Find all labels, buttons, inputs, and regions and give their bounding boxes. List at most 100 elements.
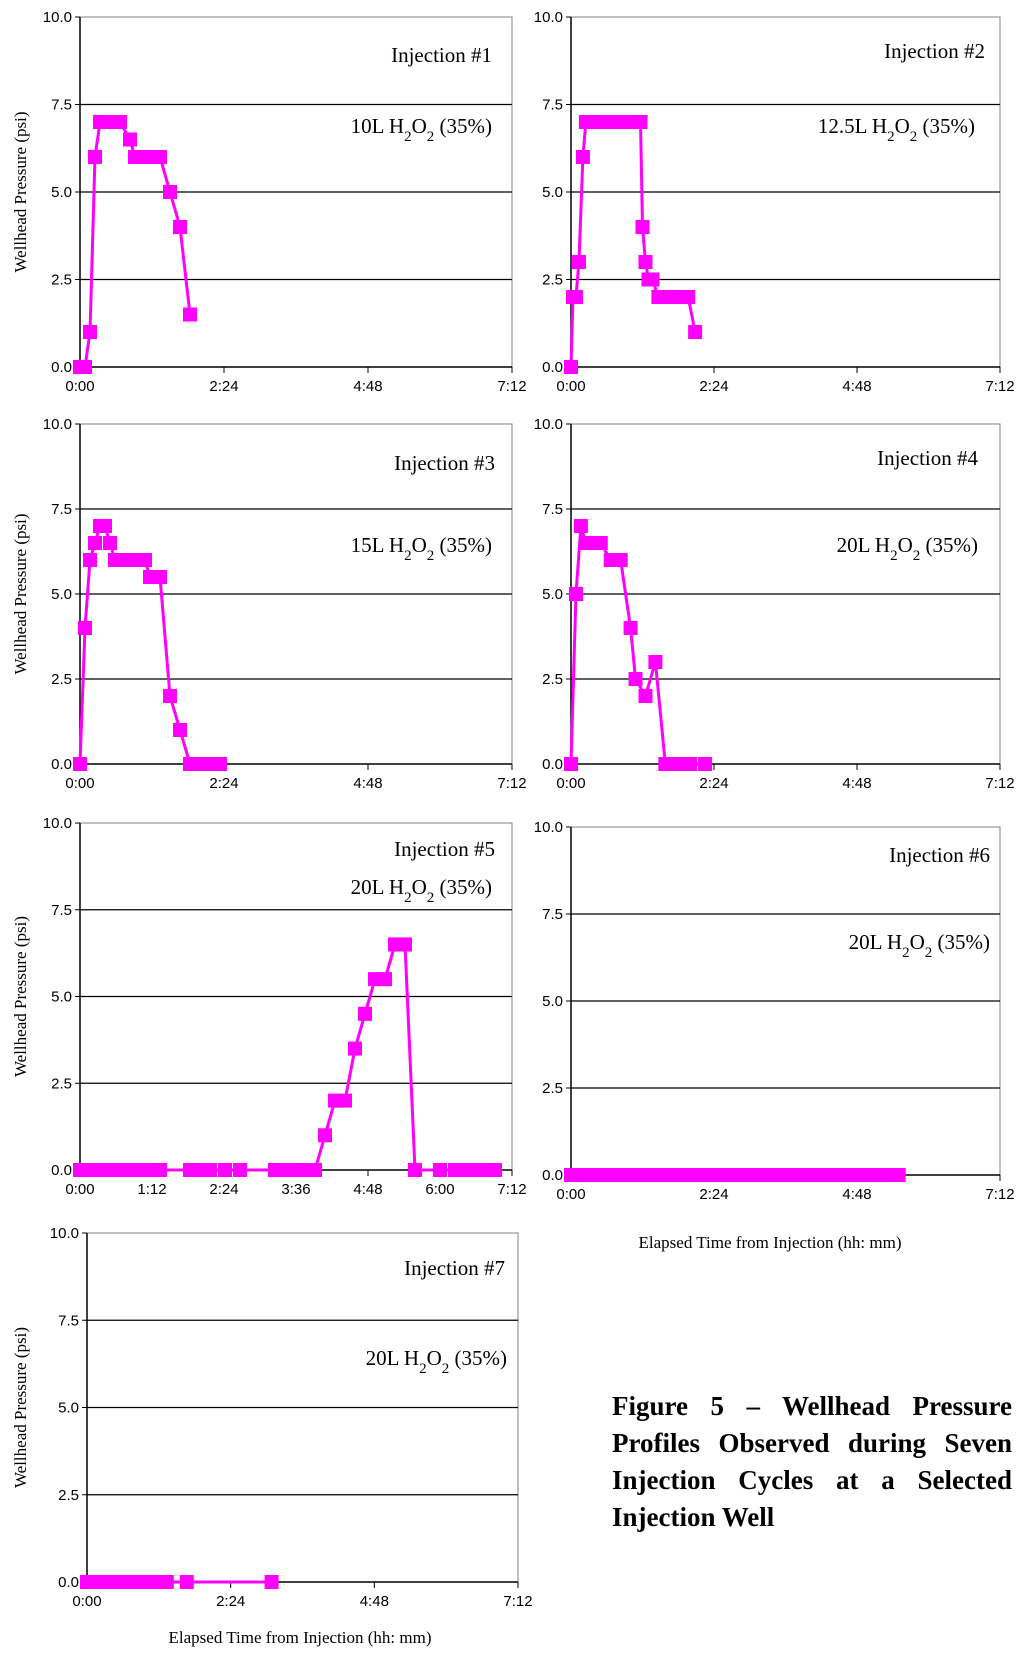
chart-title: Injection #3 [394,451,495,475]
x-tick-label: 4:48 [353,775,382,792]
x-tick-label: 0:00 [65,1181,94,1198]
data-point [83,325,97,339]
x-tick-label: 4:48 [842,775,871,792]
data-point [338,1093,352,1108]
y-tick-label: 5.0 [542,993,563,1010]
data-point [575,150,590,164]
x-tick-label: 2:24 [216,1593,245,1610]
y-tick-label: 2.5 [51,671,72,688]
chart-title: Injection #1 [391,43,492,67]
data-point [378,972,392,987]
data-point [358,1006,372,1021]
x-tick-label: 4:48 [360,1593,389,1610]
y-tick-label: 10.0 [43,815,72,832]
data-point [433,1163,447,1177]
y-tick-label: 5.0 [51,184,72,201]
y-tick-label: 2.5 [542,671,563,688]
y-tick-label: 7.5 [58,1312,79,1329]
chart-injection-1: 0.0 2.5 5.0 7.5 10.0 0:00 2:24 4:48 7:12 Wellhead… [11,9,527,395]
x-tick-label: 0:00 [556,1186,585,1203]
data-point [78,621,92,635]
x-tick-label: 2:24 [209,1181,238,1198]
y-axis-label: Wellhead Pressure (psi) [11,111,30,272]
data-point [113,115,127,129]
data-point [233,1163,247,1177]
x-tick-label: 7:12 [985,1186,1014,1203]
x-tick-label: 0:00 [556,775,585,792]
data-point [88,150,102,164]
y-tick-label: 10.0 [50,1225,79,1242]
data-point [683,757,698,771]
y-tick-label: 5.0 [542,184,563,201]
data-point [635,220,650,234]
x-tick-label: 7:12 [497,1181,526,1198]
chart-injection-7: 0.0 2.5 5.0 7.5 10.0 0:00 2:24 4:48 7:12 Wellhead… [11,1225,533,1610]
x-tick-label: 0:00 [65,378,94,395]
x-tick-label: 0:00 [72,1593,101,1610]
data-point [891,1168,906,1182]
x-tick-label: 2:24 [209,378,238,395]
chart-annotation: 20L H2O2 (35%) [837,533,978,564]
x-tick-label: 4:48 [842,1186,871,1203]
y-tick-label: 7.5 [542,501,563,518]
data-point [98,519,112,533]
data-point [218,1163,232,1177]
data-point [571,255,586,269]
y-tick-label: 2.5 [51,272,72,289]
data-point [73,757,87,771]
data-point [103,536,117,550]
data-point [638,255,653,269]
data-point [318,1128,332,1143]
data-point [153,570,167,584]
y-tick-label: 7.5 [51,902,72,919]
x-tick-label: 1:12 [137,1181,166,1198]
data-point [159,1575,174,1589]
data-point [83,553,97,567]
data-point [568,290,583,304]
data-point [568,587,583,601]
y-tick-label: 10.0 [534,416,563,433]
x-tick-label: 0:00 [556,378,585,395]
y-tick-label: 0.0 [51,756,72,773]
y-axis-label: Wellhead Pressure (psi) [11,513,30,674]
chart-injection-2: 0.0 2.5 5.0 7.5 10.0 0:00 2:24 4:48 7:12 Injectio… [534,9,1015,395]
y-tick-label: 0.0 [542,1167,563,1184]
x-tick-label: 2:24 [699,378,728,395]
data-point [698,757,713,771]
x-tick-label: 2:24 [699,775,728,792]
x-tick-label: 4:48 [842,378,871,395]
y-tick-label: 2.5 [542,1080,563,1097]
chart-annotation: 20L H2O2 (35%) [351,875,492,906]
x-tick-label: 6:00 [425,1181,454,1198]
x-tick-label: 7:12 [503,1593,532,1610]
x-tick-label: 2:24 [699,1186,728,1203]
data-point [123,132,137,147]
y-tick-label: 5.0 [51,586,72,603]
y-tick-label: 5.0 [58,1400,79,1417]
data-point [348,1041,362,1056]
data-point [179,1575,194,1589]
y-tick-label: 7.5 [542,97,563,114]
y-tick-label: 10.0 [43,9,72,26]
data-point [408,1163,422,1177]
y-tick-label: 0.0 [542,359,563,376]
figure-caption: Figure 5 – Wellhead Pressure Profiles Ob… [612,1391,1012,1532]
x-tick-label: 4:48 [353,1181,382,1198]
chart-injection-5: 0.0 2.5 5.0 7.5 10.0 0:00 1:12 2:24 3:36 4:48 6:00… [11,815,527,1198]
chart-title: Injection #7 [404,1256,505,1280]
data-point [163,689,177,703]
chart-annotation: 10L H2O2 (35%) [351,114,492,145]
y-tick-label: 0.0 [542,756,563,773]
y-tick-label: 7.5 [542,906,563,923]
y-tick-label: 2.5 [58,1487,79,1504]
x-tick-label: 2:24 [209,775,238,792]
chart-title: Injection #4 [877,446,978,470]
data-point [153,150,167,164]
chart-annotation: 15L H2O2 (35%) [351,533,492,564]
data-point [613,553,628,567]
x-tick-label: 4:48 [353,378,382,395]
chart-title: Injection #6 [889,843,990,867]
y-tick-label: 0.0 [51,359,72,376]
data-point [633,115,648,129]
data-point [88,536,102,550]
